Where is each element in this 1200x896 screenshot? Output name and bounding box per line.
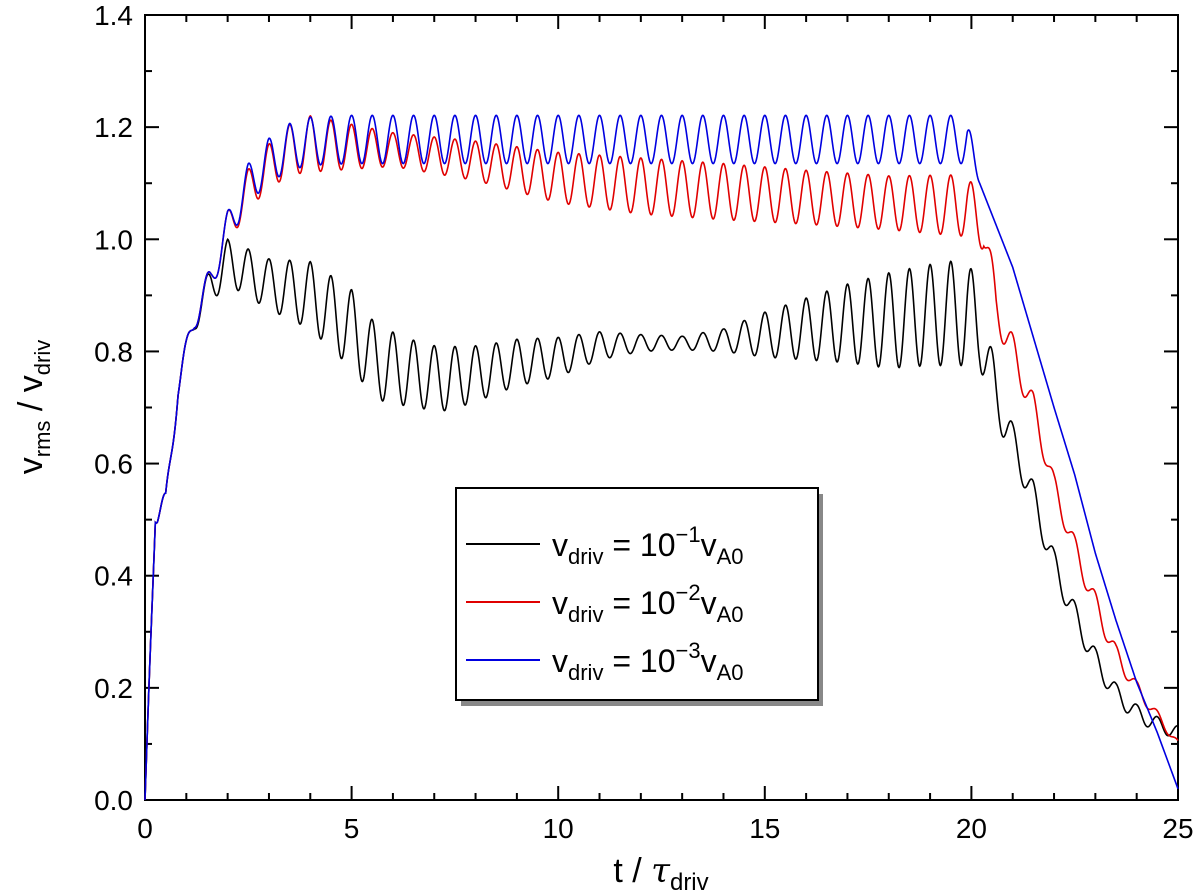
y-tick-label: 0.0 [94,785,133,816]
x-axis-label: t / τdriv [613,851,708,896]
legend-box [455,487,819,701]
x-axis-label-symbol: τ [651,851,671,891]
y-tick-label: 1.2 [94,112,133,143]
y-tick-label: 1.4 [94,0,133,31]
x-axis-label-sub: driv [670,869,709,896]
legend-text-series-2: vdriv = 10−2vA0 [552,580,744,627]
y-tick-label: 0.6 [94,449,133,480]
y-tick-label: 1.0 [94,224,133,255]
y-tick-label: 0.4 [94,561,133,592]
legend-text-series-3: vdriv = 10−3vA0 [552,638,744,685]
y-axis-label-base: v [12,457,50,474]
series-line-3 [144,114,1179,801]
y-tick-label: 0.2 [94,673,133,704]
ticks-layer: 0 5 10 15 20 25 0.0 0.2 0.4 0.6 0.8 1.0 1.2 1.4 [94,0,1194,844]
x-tick-label: 0 [137,813,153,844]
x-tick-label: 5 [344,813,360,844]
x-tick-label: 20 [956,813,987,844]
y-axis-label-sub2: driv [30,340,55,375]
legend: vdriv = 10−1vA0 vdriv = 10−2vA0 vdriv = … [455,487,823,706]
x-tick-label: 25 [1162,813,1193,844]
y-axis-label-sub1: rms [30,421,55,458]
legend-text-series-1: vdriv = 10−1vA0 [552,522,744,569]
y-axis-label-mid: / v [12,375,50,420]
x-axis-label-base: t / [613,852,651,890]
y-tick-label: 0.8 [94,336,133,367]
series-line-2 [144,114,1179,801]
series-line-1 [144,237,1179,801]
x-tick-label: 10 [543,813,574,844]
y-axis-label: vrms / vdriv [12,340,55,474]
series-lines [144,114,1179,801]
x-tick-label: 15 [749,813,780,844]
